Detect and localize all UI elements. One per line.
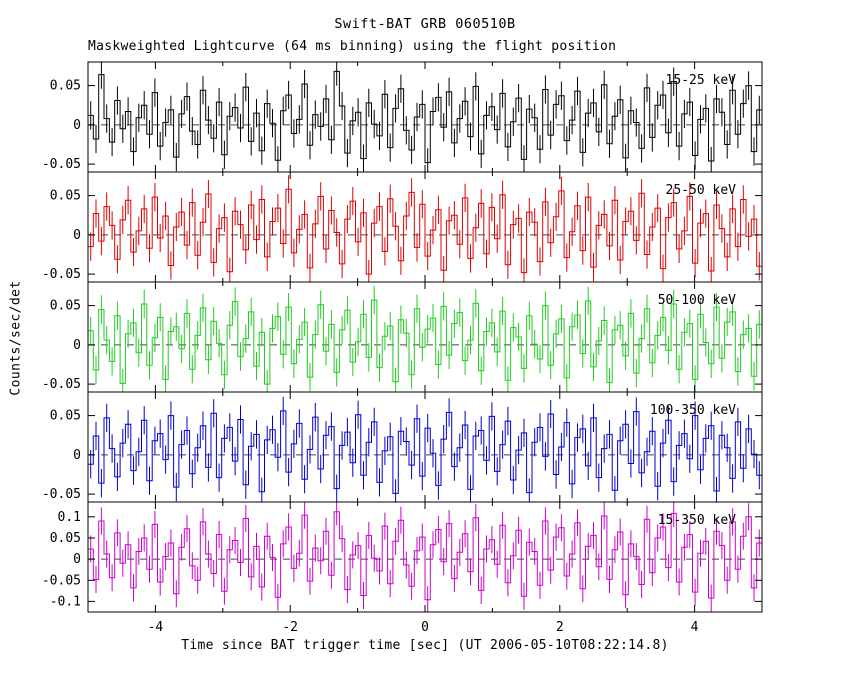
y-tick-label: -0.05 bbox=[42, 573, 81, 588]
y-tick-label: 0.05 bbox=[50, 299, 81, 314]
y-tick-label: 0.05 bbox=[50, 189, 81, 204]
y-tick-label: 0 bbox=[73, 552, 81, 567]
x-axis-label: Time since BAT trigger time [sec] (UT 20… bbox=[181, 638, 669, 653]
x-tick-label: -2 bbox=[282, 620, 298, 635]
y-tick-label: 0 bbox=[73, 118, 81, 133]
y-tick-label: 0 bbox=[73, 338, 81, 353]
y-tick-label: -0.1 bbox=[50, 594, 81, 609]
lightcurve-step bbox=[88, 299, 762, 385]
panel-100-350-keV: 0.05 0 -0.05 100-350 keV bbox=[42, 391, 763, 503]
x-tick-label: 0 bbox=[421, 620, 429, 635]
panel-50-100-keV: 0.05 0 -0.05 50-100 keV bbox=[42, 281, 763, 393]
y-tick-label: 0.05 bbox=[50, 79, 81, 94]
y-tick-label: -0.05 bbox=[42, 377, 81, 392]
y-tick-label: 0 bbox=[73, 228, 81, 243]
y-tick-label: 0 bbox=[73, 448, 81, 463]
band-label: 25-50 keV bbox=[666, 183, 737, 198]
x-tick-label: 4 bbox=[691, 620, 699, 635]
band-label: 15-25 keV bbox=[666, 73, 737, 88]
x-tick-label: -4 bbox=[148, 620, 164, 635]
lightcurve-step bbox=[88, 410, 762, 494]
lightcurve-step bbox=[88, 511, 762, 601]
band-label: 15-350 keV bbox=[658, 513, 736, 528]
lightcurve-step bbox=[88, 188, 762, 275]
lightcurve-step bbox=[88, 70, 762, 164]
x-tick-label: 2 bbox=[556, 620, 564, 635]
band-label: 100-350 keV bbox=[650, 403, 736, 418]
plot-subtitle: Maskweighted Lightcurve (64 ms binning) … bbox=[88, 39, 617, 54]
y-tick-label: -0.05 bbox=[42, 157, 81, 172]
band-label: 50-100 keV bbox=[658, 293, 736, 308]
y-tick-label: 0.05 bbox=[50, 531, 81, 546]
panel-15-25-keV: 0.05 0 -0.05 15-25 keV bbox=[42, 61, 763, 173]
y-tick-label: 0.05 bbox=[50, 409, 81, 424]
y-tick-label: -0.05 bbox=[42, 487, 81, 502]
panel-15-350-keV: 0.1 0.05 0 -0.05 -0.1 15-350 keV bbox=[42, 501, 763, 613]
panel-25-50-keV: 0.05 0 -0.05 25-50 keV bbox=[42, 171, 763, 283]
panel-frame bbox=[87, 501, 763, 613]
plot-title: Swift-BAT GRB 060510B bbox=[334, 16, 516, 32]
y-tick-label: -0.05 bbox=[42, 267, 81, 282]
y-tick-label: 0.1 bbox=[58, 510, 81, 525]
